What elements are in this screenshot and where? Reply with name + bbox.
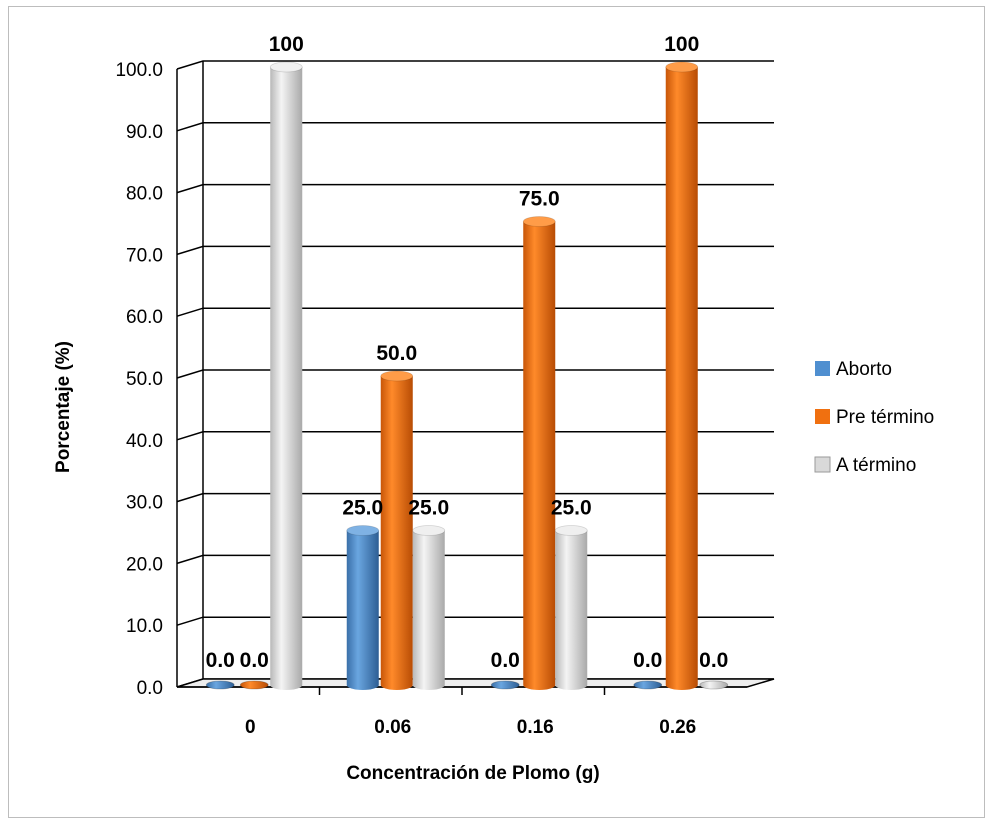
legend-swatch bbox=[815, 409, 830, 424]
y-tick-label: 60.0 bbox=[126, 307, 163, 328]
bar-a-término bbox=[554, 525, 588, 690]
bar-a-término bbox=[699, 680, 729, 690]
bar-pre-término bbox=[522, 216, 556, 690]
gridline bbox=[176, 122, 774, 132]
bar-chart: 0.0 10.0 20.0 30.0 40.0 50.0 60.0 70.0 80.0 90.0 1… bbox=[53, 33, 934, 784]
bar-layer bbox=[205, 61, 729, 690]
data-label: 0.0 bbox=[633, 649, 662, 672]
gridline bbox=[176, 307, 774, 317]
y-tick-label: 70.0 bbox=[126, 245, 163, 266]
bar-aborto bbox=[346, 525, 380, 690]
x-category-label: 0.06 bbox=[374, 717, 411, 738]
data-label: 100 bbox=[269, 33, 304, 56]
y-tick-layer: 0.0 10.0 20.0 30.0 40.0 50.0 60.0 70.0 80.0 90.0 1… bbox=[115, 60, 163, 699]
y-tick-label: 10.0 bbox=[126, 616, 163, 637]
y-tick-label: 30.0 bbox=[126, 493, 163, 514]
bar-pre-término bbox=[239, 680, 269, 690]
gridline bbox=[176, 369, 774, 379]
data-label: 100 bbox=[664, 33, 699, 56]
legend: Aborto Pre término A término bbox=[814, 359, 934, 476]
legend-swatch bbox=[814, 456, 831, 473]
y-tick-label: 100.0 bbox=[115, 60, 163, 81]
data-label-layer: 0.0 0.010025.050.025.00.075.025.00.01000.… bbox=[206, 33, 729, 672]
x-category-label: 0 bbox=[245, 717, 256, 738]
x-category-label: 0.26 bbox=[659, 717, 696, 738]
bar-aborto bbox=[205, 680, 235, 690]
chart-frame: 0.0 10.0 20.0 30.0 40.0 50.0 60.0 70.0 80.0 90.0 1… bbox=[8, 6, 985, 818]
gridline bbox=[176, 60, 774, 70]
gridline bbox=[176, 431, 774, 441]
bar-pre-término bbox=[380, 370, 414, 690]
gridline bbox=[176, 492, 774, 503]
x-category-label: 0.16 bbox=[517, 717, 554, 738]
legend-label: A término bbox=[836, 455, 916, 476]
data-label: 50.0 bbox=[376, 342, 417, 365]
data-label: 0.0 bbox=[206, 649, 235, 672]
bar-aborto bbox=[490, 680, 520, 690]
x-axis-title: Concentración de Plomo (g) bbox=[346, 763, 599, 784]
bar-aborto bbox=[633, 680, 663, 690]
y-tick-label: 50.0 bbox=[126, 369, 163, 390]
legend-swatch bbox=[815, 361, 830, 376]
y-tick-label: 90.0 bbox=[126, 122, 163, 143]
x-category-layer: 0 0.06 0.16 0.26 bbox=[245, 687, 696, 738]
gridline bbox=[176, 245, 774, 256]
data-label: 0.0 bbox=[699, 649, 728, 672]
gridline bbox=[176, 183, 774, 194]
data-label: 75.0 bbox=[519, 188, 560, 211]
y-tick-label: 0.0 bbox=[137, 678, 163, 699]
data-label: 0.0 bbox=[240, 649, 269, 672]
y-axis-title: Porcentaje (%) bbox=[53, 341, 74, 473]
data-label: 25.0 bbox=[408, 497, 449, 520]
y-tick-label: 20.0 bbox=[126, 554, 163, 575]
data-label: 25.0 bbox=[342, 497, 383, 520]
bar-a-término bbox=[412, 525, 446, 690]
bar-pre-término bbox=[665, 61, 699, 690]
legend-label: Pre término bbox=[836, 407, 934, 428]
data-label: 0.0 bbox=[491, 649, 520, 672]
legend-label: Aborto bbox=[836, 359, 892, 380]
grid-layer bbox=[176, 60, 775, 688]
y-tick-label: 80.0 bbox=[126, 184, 163, 205]
y-tick-label: 40.0 bbox=[126, 431, 163, 452]
bar-a-término bbox=[269, 61, 303, 690]
data-label: 25.0 bbox=[551, 497, 592, 520]
